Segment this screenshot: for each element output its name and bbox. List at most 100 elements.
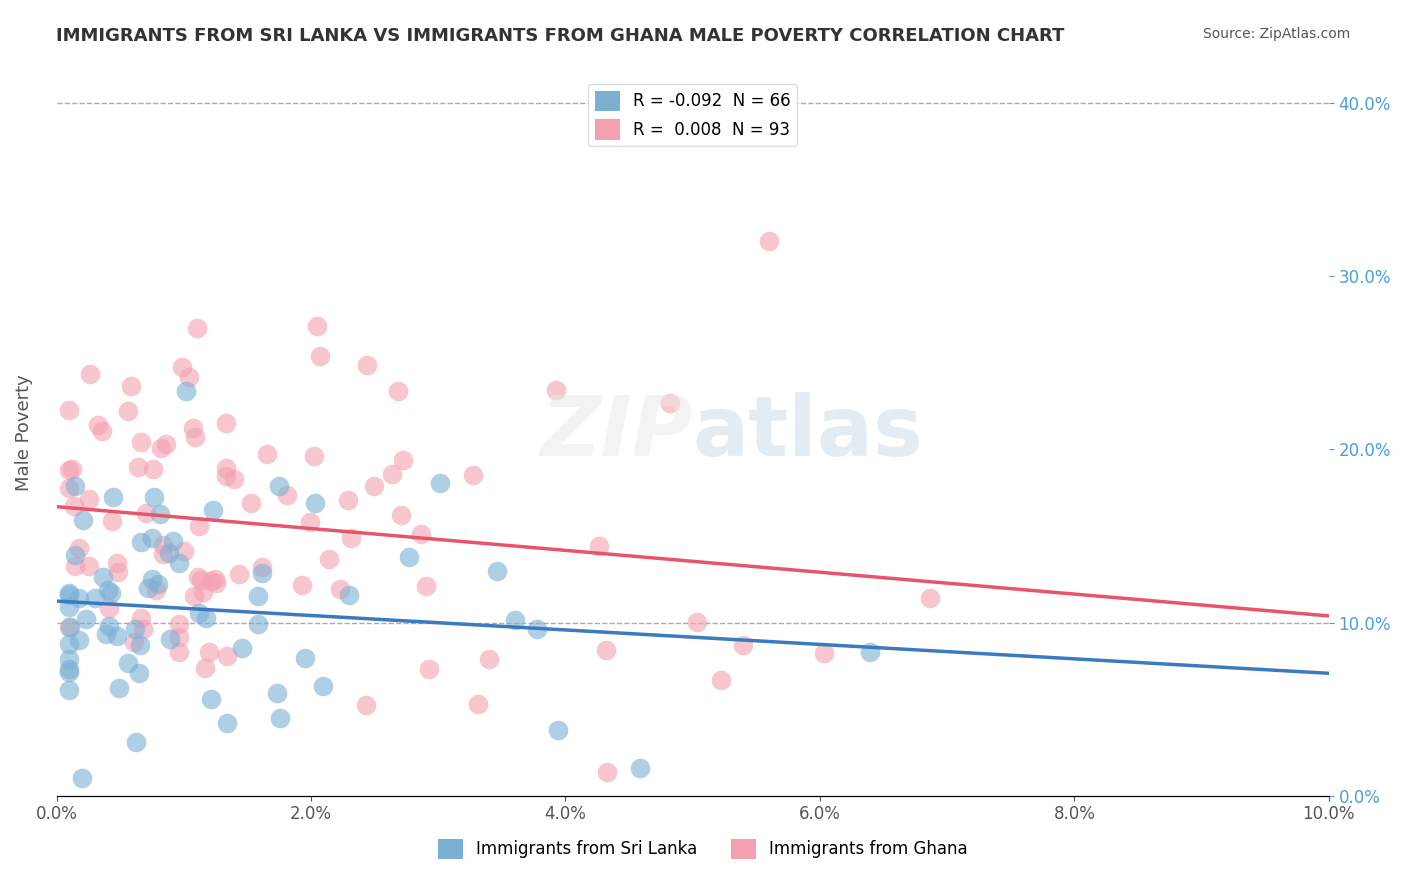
Ghana	[588, 539, 610, 553]
Sri Lanka	[162, 533, 184, 548]
Ghana	[183, 429, 205, 443]
Ghana	[155, 437, 177, 451]
Y-axis label: Male Poverty: Male Poverty	[15, 374, 32, 491]
Sri Lanka	[117, 656, 139, 670]
Ghana	[188, 519, 211, 533]
Sri Lanka	[129, 534, 152, 549]
Sri Lanka	[58, 665, 80, 679]
Sri Lanka	[63, 478, 86, 492]
Ghana	[149, 441, 172, 455]
Ghana	[813, 646, 835, 660]
Ghana	[107, 566, 129, 580]
Sri Lanka	[70, 772, 93, 786]
Ghana	[478, 652, 501, 666]
Sri Lanka	[58, 586, 80, 600]
Ghana	[198, 645, 221, 659]
Sri Lanka	[125, 734, 148, 748]
Sri Lanka	[141, 573, 163, 587]
Ghana	[391, 508, 413, 522]
Ghana	[215, 416, 238, 430]
Ghana	[252, 560, 274, 574]
Sri Lanka	[429, 476, 451, 491]
Ghana	[191, 585, 214, 599]
Text: Source: ZipAtlas.com: Source: ZipAtlas.com	[1202, 27, 1350, 41]
Ghana	[658, 396, 681, 410]
Sri Lanka	[149, 507, 172, 521]
Text: atlas: atlas	[693, 392, 924, 473]
Ghana	[132, 622, 155, 636]
Ghana	[63, 559, 86, 574]
Ghana	[60, 461, 83, 475]
Sri Lanka	[215, 716, 238, 731]
Ghana	[205, 576, 228, 591]
Ghana	[467, 697, 489, 711]
Sri Lanka	[231, 640, 253, 655]
Sri Lanka	[146, 576, 169, 591]
Sri Lanka	[67, 591, 90, 605]
Ghana	[124, 635, 146, 649]
Sri Lanka	[142, 490, 165, 504]
Ghana	[318, 552, 340, 566]
Ghana	[152, 538, 174, 552]
Ghana	[67, 541, 90, 555]
Ghana	[204, 572, 226, 586]
Sri Lanka	[547, 723, 569, 737]
Sri Lanka	[58, 588, 80, 602]
Ghana	[58, 620, 80, 634]
Sri Lanka	[58, 652, 80, 666]
Ghana	[363, 478, 385, 492]
Ghana	[79, 491, 101, 506]
Sri Lanka	[398, 549, 420, 564]
Ghana	[98, 600, 121, 615]
Sri Lanka	[72, 513, 94, 527]
Ghana	[276, 488, 298, 502]
Ghana	[686, 615, 709, 629]
Legend: Immigrants from Sri Lanka, Immigrants from Ghana: Immigrants from Sri Lanka, Immigrants fr…	[432, 832, 974, 866]
Sri Lanka	[266, 686, 288, 700]
Sri Lanka	[503, 613, 526, 627]
Sri Lanka	[83, 591, 105, 605]
Ghana	[758, 234, 780, 248]
Sri Lanka	[128, 666, 150, 681]
Ghana	[105, 556, 128, 570]
Sri Lanka	[269, 478, 291, 492]
Sri Lanka	[312, 679, 335, 693]
Ghana	[194, 661, 217, 675]
Ghana	[127, 460, 149, 475]
Ghana	[181, 421, 204, 435]
Ghana	[169, 616, 191, 631]
Sri Lanka	[97, 582, 120, 597]
Sri Lanka	[195, 611, 218, 625]
Sri Lanka	[105, 629, 128, 643]
Legend: R = -0.092  N = 66, R =  0.008  N = 93: R = -0.092 N = 66, R = 0.008 N = 93	[588, 84, 797, 146]
Ghana	[354, 698, 377, 712]
Sri Lanka	[75, 612, 97, 626]
Ghana	[291, 577, 314, 591]
Sri Lanka	[136, 581, 159, 595]
Ghana	[117, 404, 139, 418]
Sri Lanka	[486, 564, 509, 578]
Sri Lanka	[91, 570, 114, 584]
Ghana	[152, 547, 174, 561]
Ghana	[546, 383, 568, 397]
Ghana	[596, 765, 619, 780]
Sri Lanka	[246, 589, 269, 603]
Ghana	[920, 591, 942, 606]
Sri Lanka	[269, 711, 291, 725]
Ghana	[187, 570, 209, 584]
Ghana	[387, 384, 409, 399]
Sri Lanka	[200, 692, 222, 706]
Sri Lanka	[294, 651, 316, 665]
Ghana	[87, 418, 110, 433]
Ghana	[172, 360, 194, 375]
Ghana	[177, 370, 200, 384]
Sri Lanka	[859, 645, 882, 659]
Sri Lanka	[141, 531, 163, 545]
Sri Lanka	[128, 638, 150, 652]
Ghana	[356, 358, 378, 372]
Ghana	[415, 579, 437, 593]
Sri Lanka	[94, 627, 117, 641]
Ghana	[215, 461, 238, 475]
Ghana	[710, 673, 733, 687]
Sri Lanka	[187, 607, 209, 621]
